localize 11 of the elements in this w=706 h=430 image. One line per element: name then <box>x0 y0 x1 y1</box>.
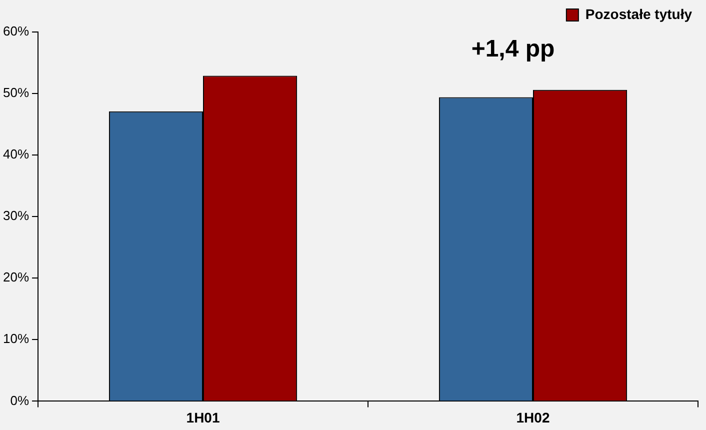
x-tick-label: 1H02 <box>516 409 550 426</box>
y-tick-label: 20% <box>2 270 30 285</box>
y-tick-label: 30% <box>2 208 30 224</box>
annotation: +1,4 pp <box>471 36 555 63</box>
y-tick-label: 40% <box>2 146 30 162</box>
y-tick-label: 0% <box>10 392 30 408</box>
x-tick-label: 1H01 <box>186 409 220 426</box>
y-tick-label: 10% <box>2 331 30 346</box>
y-tick-label: 60% <box>2 24 30 39</box>
y-tick-label: 50% <box>2 85 30 100</box>
legend-label: Pozostałe tytuły <box>585 6 692 22</box>
